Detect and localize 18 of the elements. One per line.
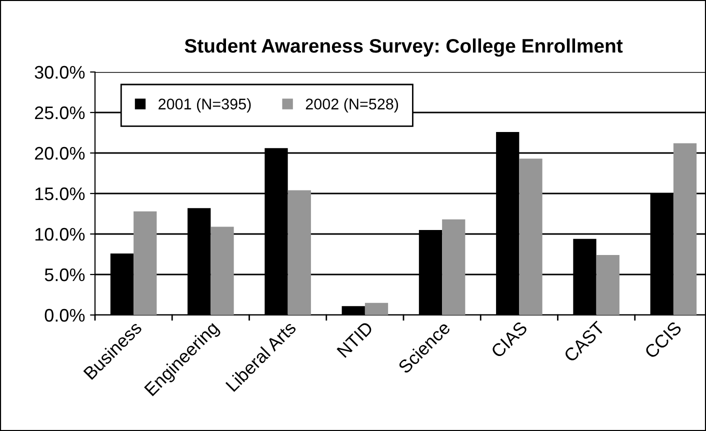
bar bbox=[288, 190, 311, 315]
legend-label: 2001 (N=395) bbox=[158, 98, 251, 112]
y-tick-label: 30.0% bbox=[34, 66, 85, 79]
bar bbox=[210, 226, 234, 315]
bar bbox=[442, 219, 466, 315]
chart-title: Student Awareness Survey: College Enrollment bbox=[184, 38, 623, 57]
y-tick-label: 15.0% bbox=[35, 187, 85, 200]
y-tick-label: 10.0% bbox=[35, 228, 85, 241]
legend-label: 2002 (N=528) bbox=[306, 98, 398, 112]
bar bbox=[134, 211, 157, 315]
y-tick-label: 5.0% bbox=[44, 268, 85, 282]
bar bbox=[673, 143, 697, 315]
bar bbox=[519, 158, 542, 315]
bar bbox=[364, 302, 388, 315]
y-tick-label: 25.0% bbox=[34, 106, 85, 120]
bar bbox=[596, 255, 620, 315]
y-tick-label: 20.0% bbox=[34, 146, 85, 160]
y-tick-label: 0.0% bbox=[44, 308, 85, 322]
